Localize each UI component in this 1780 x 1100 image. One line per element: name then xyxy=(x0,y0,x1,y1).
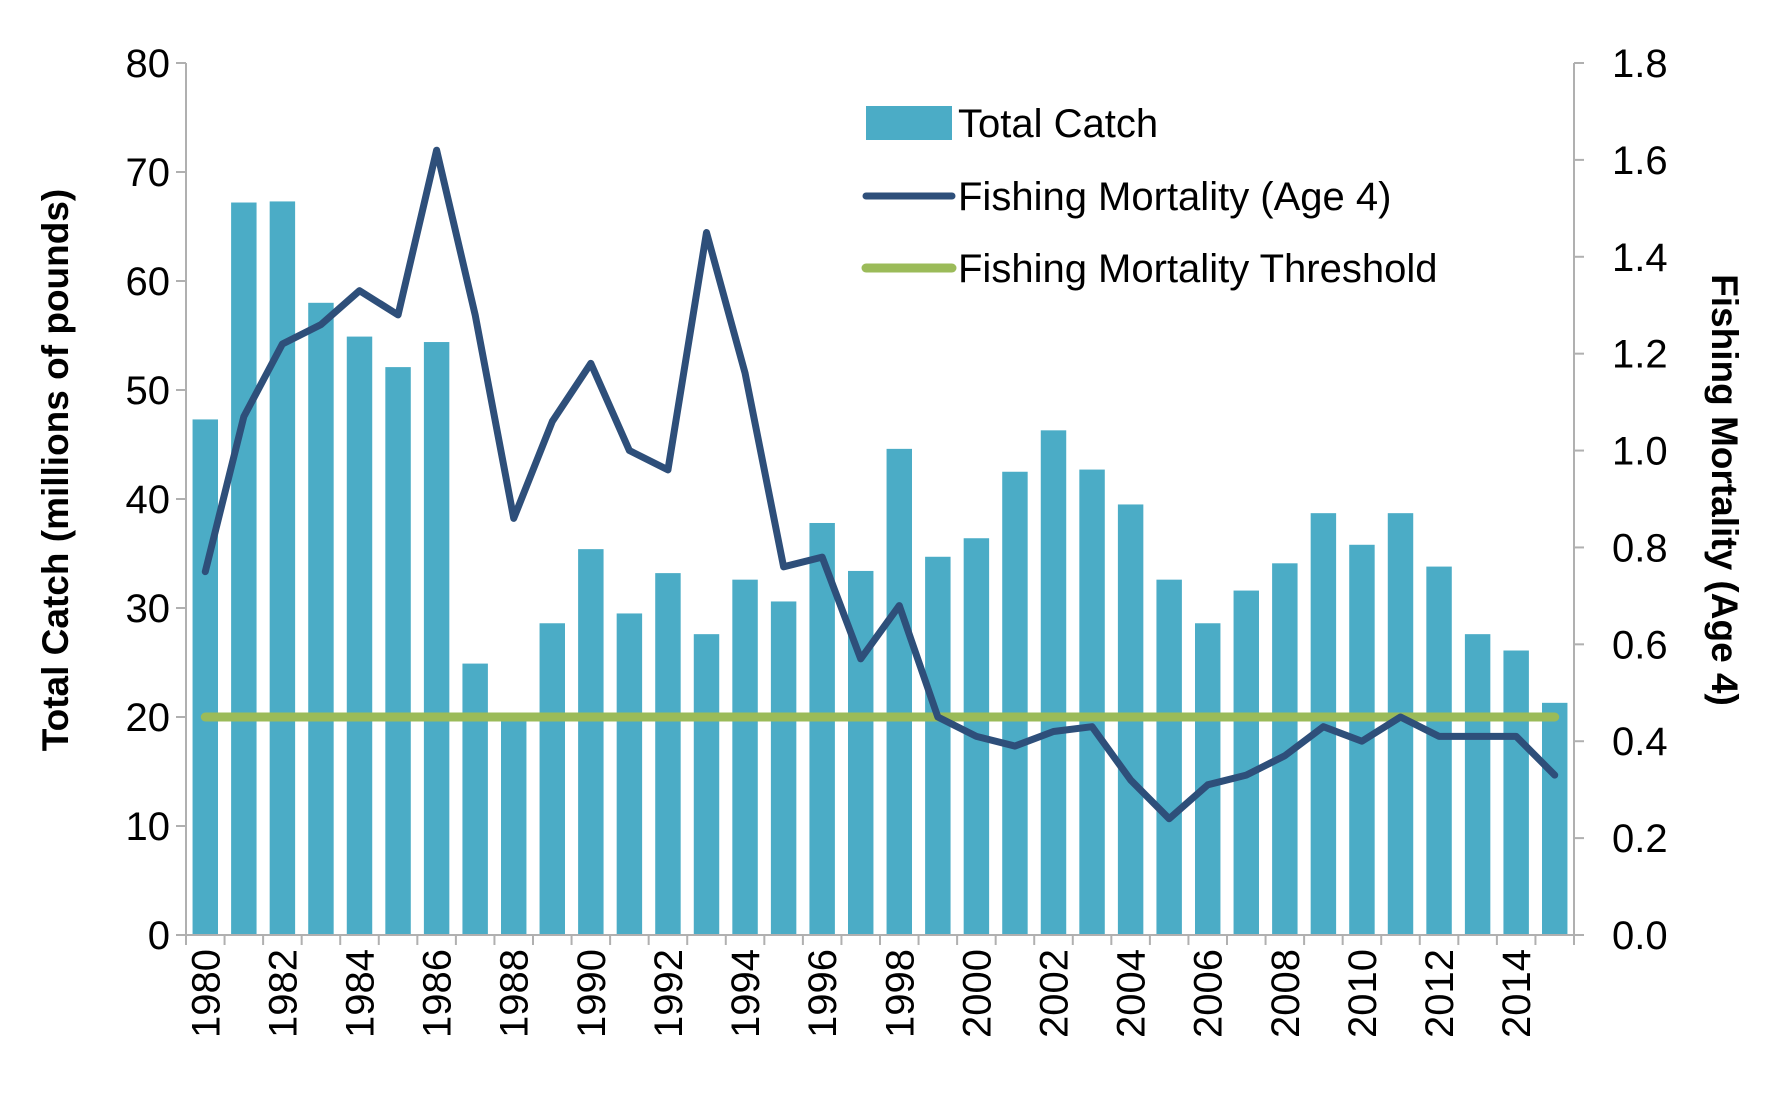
bar-1988 xyxy=(501,717,527,935)
y2-axis-label: Fishing Mortality (Age 4) xyxy=(1704,274,1745,706)
bar-1985 xyxy=(385,367,411,935)
axes-layer xyxy=(176,62,1584,945)
x-tick-label: 2006 xyxy=(1187,949,1231,1038)
bar-1982 xyxy=(269,201,296,935)
y2-tick-label: 1.2 xyxy=(1612,333,1668,377)
x-tick-label: 2004 xyxy=(1110,949,1154,1038)
x-tick-label: 1992 xyxy=(647,949,691,1038)
x-tick-label: 1982 xyxy=(261,949,305,1038)
y-tick-label: 30 xyxy=(126,587,171,631)
bar-1994 xyxy=(732,579,758,935)
x-tick-label: 1994 xyxy=(724,949,768,1038)
fishing-mortality-line xyxy=(201,146,1559,823)
x-tick-label: 1980 xyxy=(184,949,228,1038)
bar-1981 xyxy=(231,202,257,935)
x-tick-label: 1998 xyxy=(878,949,922,1038)
y2-tick-label: 0.0 xyxy=(1612,914,1668,958)
y-tick-label: 20 xyxy=(126,696,171,740)
x-tick-label: 2002 xyxy=(1033,949,1077,1038)
bar-1990 xyxy=(578,549,604,935)
bar-1999 xyxy=(925,556,951,935)
bar-1980 xyxy=(192,419,218,935)
y2-tick-label: 0.8 xyxy=(1612,526,1668,570)
y2-tick-label: 0.6 xyxy=(1612,623,1668,667)
bar-2007 xyxy=(1233,590,1259,935)
y2-tick-label: 1.0 xyxy=(1612,430,1668,474)
x-tick-label: 1996 xyxy=(801,949,845,1038)
y2-tick-label: 1.4 xyxy=(1612,236,1668,280)
bar-1995 xyxy=(770,601,797,935)
y-tick-label: 70 xyxy=(126,151,171,195)
bar-1991 xyxy=(616,613,643,935)
y-tick-label: 50 xyxy=(126,369,171,413)
y-tick-label: 40 xyxy=(126,478,171,522)
bar-2001 xyxy=(1002,471,1028,935)
ticks-layer: 0 10 20 30 40 50 60 70 80 0.0 0.2 0.4 0.6 0.8 1.0 1.2 1.… xyxy=(126,42,1668,1038)
y-tick-label: 60 xyxy=(126,260,171,304)
x-tick-label: 2012 xyxy=(1418,949,1462,1038)
bar-1993 xyxy=(693,634,720,935)
x-tick-label: 2008 xyxy=(1264,949,1308,1038)
bar-2012 xyxy=(1426,566,1452,935)
legend: Total Catch Fishing Mortality (Age 4) Fi… xyxy=(861,102,1437,291)
bar-2003 xyxy=(1079,469,1105,935)
bar-1983 xyxy=(308,302,334,935)
y-axis-label: Total Catch (millions of pounds) xyxy=(35,189,76,752)
x-tick-label: 1988 xyxy=(493,949,537,1038)
bar-1996 xyxy=(809,522,835,935)
x-tick-label: 1990 xyxy=(570,949,614,1038)
y2-tick-label: 1.8 xyxy=(1612,42,1668,86)
y-tick-label: 10 xyxy=(126,805,171,849)
x-tick-label: 2014 xyxy=(1495,949,1539,1038)
bar-2015 xyxy=(1542,702,1568,935)
bar-2005 xyxy=(1156,579,1182,935)
bar-2014 xyxy=(1503,650,1529,935)
bar-2002 xyxy=(1040,430,1067,935)
y2-tick-label: 0.4 xyxy=(1612,720,1668,764)
x-tick-label: 1986 xyxy=(416,949,460,1038)
legend-label-threshold: Fishing Mortality Threshold xyxy=(958,247,1437,291)
bar-1984 xyxy=(346,336,373,936)
y-tick-label: 0 xyxy=(148,914,170,958)
bar-1986 xyxy=(423,342,450,935)
bar-1992 xyxy=(655,573,681,935)
legend-swatch-total-catch xyxy=(866,106,952,140)
y2-tick-label: 1.6 xyxy=(1612,139,1668,183)
lines-layer xyxy=(200,146,1560,823)
bar-1989 xyxy=(539,623,565,935)
bar-1987 xyxy=(462,663,488,935)
y2-tick-label: 0.2 xyxy=(1612,817,1668,861)
bar-2013 xyxy=(1464,634,1491,935)
y-tick-label: 80 xyxy=(126,42,171,86)
x-tick-label: 1984 xyxy=(339,949,383,1038)
bar-1998 xyxy=(886,448,912,935)
legend-label-total-catch: Total Catch xyxy=(958,102,1158,146)
x-tick-label: 2010 xyxy=(1341,949,1385,1038)
x-tick-label: 2000 xyxy=(955,949,999,1038)
legend-label-fishing-mortality: Fishing Mortality (Age 4) xyxy=(958,175,1391,219)
